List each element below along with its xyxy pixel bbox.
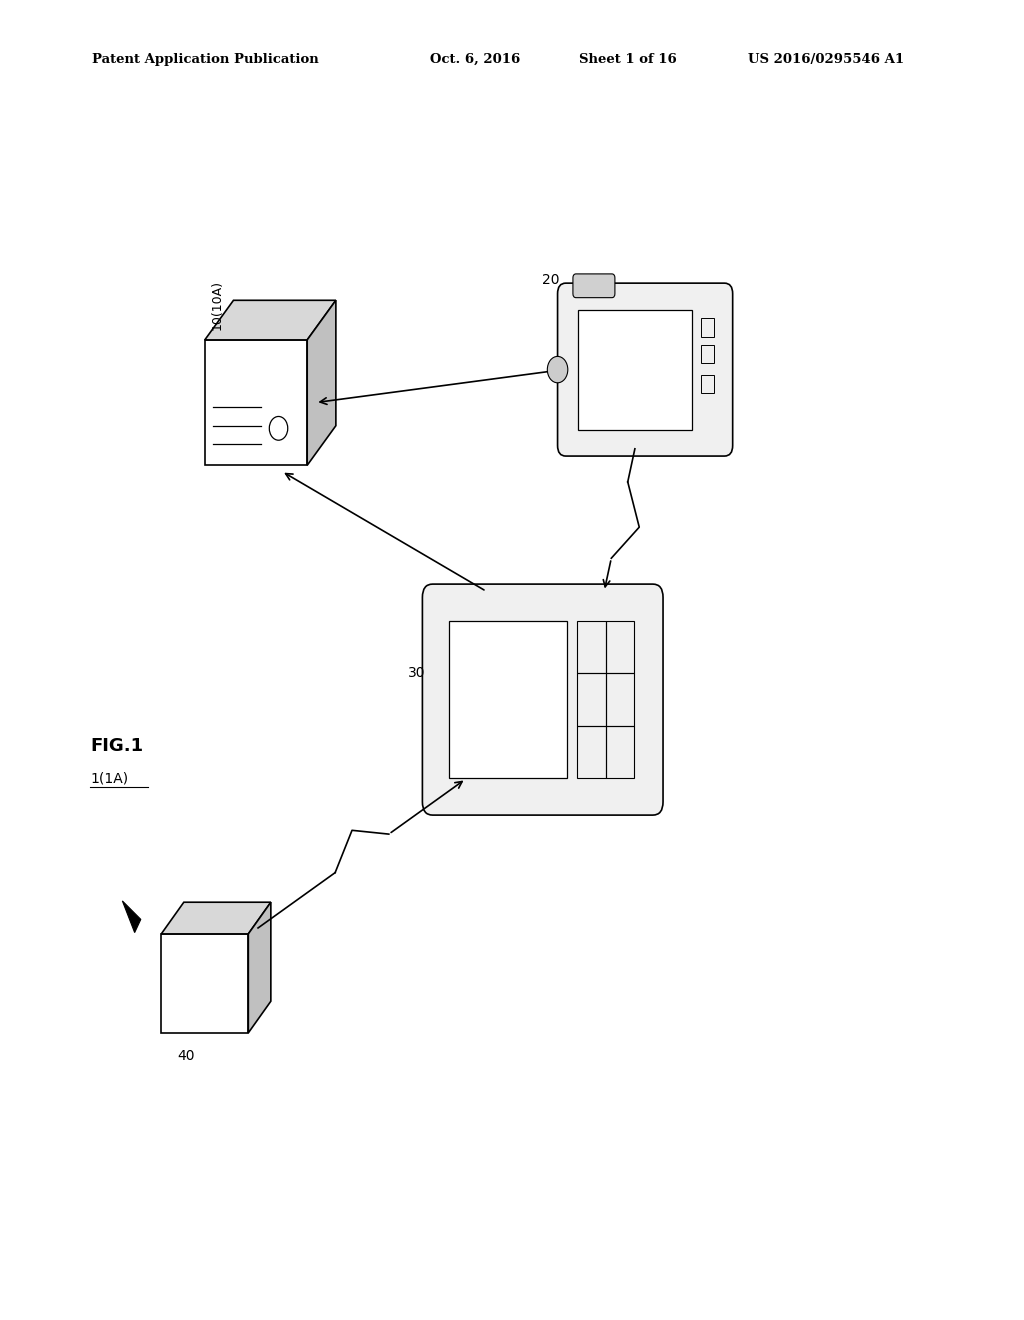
Text: 1(1A): 1(1A): [90, 772, 128, 785]
Polygon shape: [162, 935, 249, 1032]
Polygon shape: [123, 900, 141, 932]
Text: Oct. 6, 2016: Oct. 6, 2016: [430, 53, 520, 66]
Polygon shape: [205, 301, 336, 341]
Bar: [700, 318, 715, 337]
Text: US 2016/0295546 A1: US 2016/0295546 A1: [748, 53, 903, 66]
Text: Sheet 1 of 16: Sheet 1 of 16: [579, 53, 676, 66]
Bar: [606, 726, 635, 777]
FancyBboxPatch shape: [423, 585, 664, 816]
Text: 20: 20: [542, 273, 560, 286]
Text: Patent Application Publication: Patent Application Publication: [92, 53, 318, 66]
Polygon shape: [162, 903, 270, 935]
Bar: [700, 345, 715, 363]
Bar: [578, 309, 692, 430]
Bar: [606, 673, 635, 726]
Text: 30: 30: [408, 667, 426, 680]
Polygon shape: [205, 341, 307, 466]
Bar: [700, 375, 715, 393]
FancyBboxPatch shape: [573, 275, 614, 298]
Bar: [606, 622, 635, 673]
Text: 40: 40: [177, 1049, 196, 1063]
Text: FIG.1: FIG.1: [90, 737, 143, 755]
Bar: [450, 620, 567, 777]
Bar: [578, 673, 606, 726]
Bar: [578, 726, 606, 777]
Bar: [578, 622, 606, 673]
FancyBboxPatch shape: [557, 284, 733, 457]
Polygon shape: [249, 903, 270, 1032]
Circle shape: [547, 356, 567, 383]
Text: 10(10A): 10(10A): [211, 280, 223, 330]
Polygon shape: [307, 301, 336, 466]
